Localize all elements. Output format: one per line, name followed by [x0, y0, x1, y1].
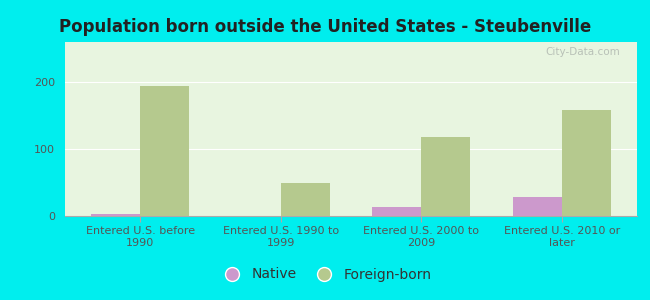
Text: Population born outside the United States - Steubenville: Population born outside the United State… — [59, 18, 591, 36]
Bar — [140, 85, 189, 216]
Bar — [562, 110, 611, 216]
Legend: Native, Foreign-born: Native, Foreign-born — [213, 262, 437, 287]
Bar — [513, 197, 562, 216]
Bar — [281, 182, 330, 216]
Bar — [372, 207, 421, 216]
Bar — [421, 137, 471, 216]
Text: City-Data.com: City-Data.com — [545, 47, 620, 57]
Bar — [91, 214, 140, 216]
